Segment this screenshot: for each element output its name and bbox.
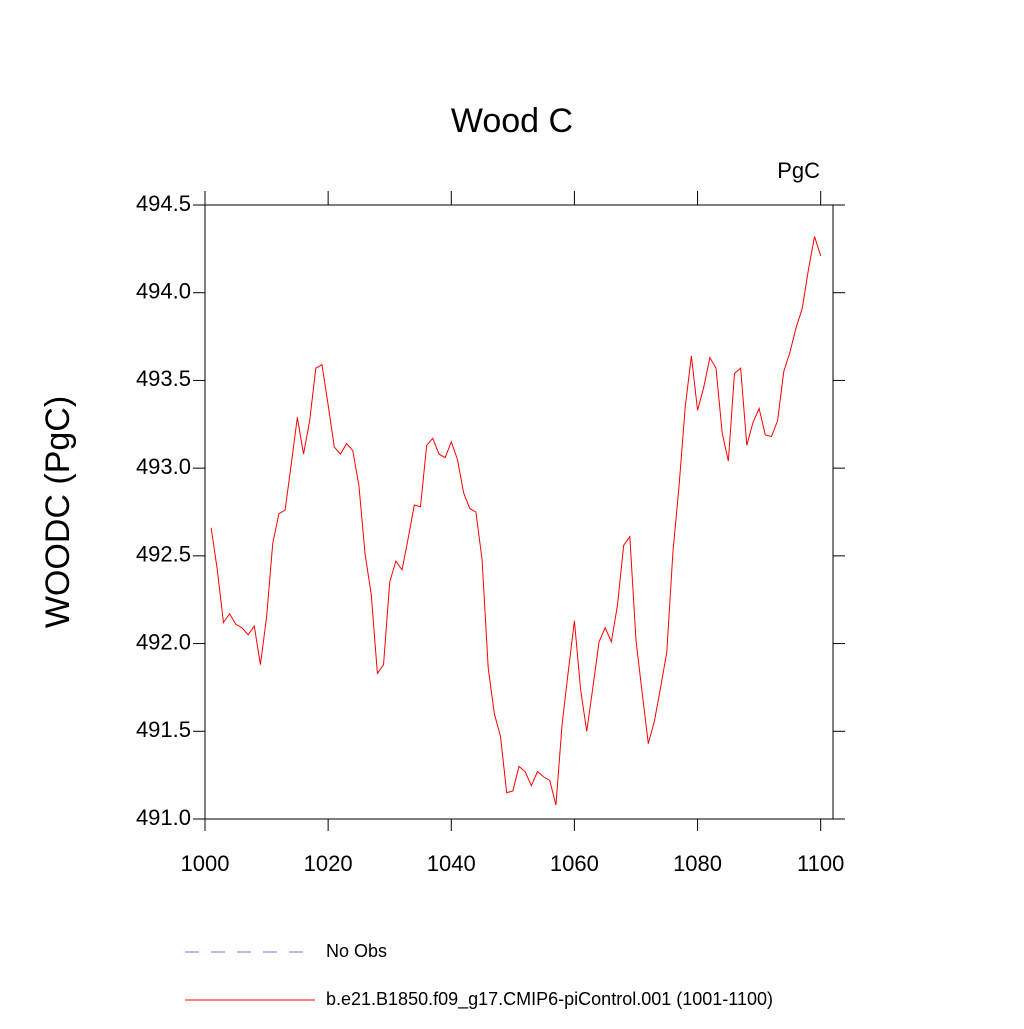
x-tick-label: 1020 (304, 851, 353, 876)
x-tick-label: 1040 (427, 851, 476, 876)
y-tick-label: 491.5 (136, 717, 191, 742)
x-tick-label: 1100 (797, 851, 844, 876)
y-tick-label: 493.5 (136, 366, 191, 391)
y-tick-label: 494.0 (136, 279, 191, 304)
unit-label: PgC (777, 158, 820, 183)
y-tick-label: 492.0 (136, 629, 191, 654)
y-tick-label: 492.5 (136, 542, 191, 567)
y-tick-label: 494.5 (136, 191, 191, 216)
legend-label: No Obs (326, 941, 387, 961)
y-tick-label: 491.0 (136, 805, 191, 830)
y-axis-label: WOODC (PgC) (39, 396, 77, 628)
y-tick-label: 493.0 (136, 454, 191, 479)
legend-label: b.e21.B1850.f09_g17.CMIP6-piControl.001 … (326, 989, 773, 1010)
chart-title: Wood C (451, 102, 573, 140)
x-tick-label: 1060 (550, 851, 599, 876)
plot-frame (204, 204, 834, 820)
x-tick-label: 1000 (181, 851, 230, 876)
data-line (210, 236, 822, 806)
x-tick-label: 1080 (673, 851, 722, 876)
